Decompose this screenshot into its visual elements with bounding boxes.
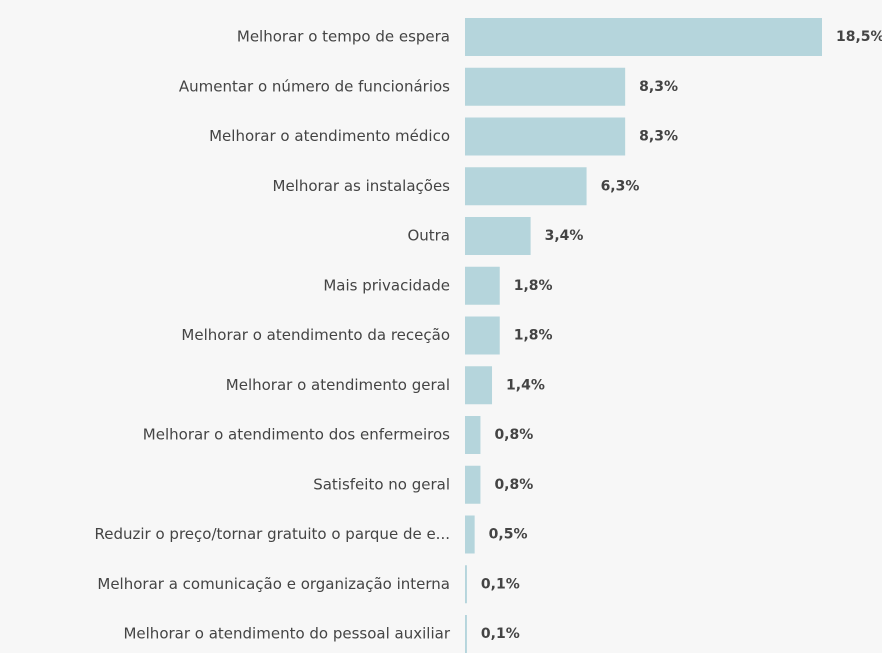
bar	[465, 465, 481, 504]
category-label: Outra	[407, 227, 450, 245]
category-label: Mais privacidade	[323, 276, 450, 294]
category-label: Reduzir o preço/tornar gratuito o parque…	[95, 525, 451, 543]
value-label: 0,8%	[494, 427, 533, 443]
bar	[465, 266, 500, 305]
value-label: 6,3%	[601, 178, 640, 194]
category-label: Melhorar as instalações	[273, 177, 451, 195]
value-label: 3,4%	[545, 228, 584, 244]
category-label: Melhorar o atendimento da receção	[181, 326, 450, 344]
value-label: 1,4%	[506, 377, 545, 393]
value-label: 1,8%	[514, 328, 553, 344]
bar	[465, 565, 467, 604]
category-label: Melhorar o tempo de espera	[237, 28, 450, 46]
bar	[465, 366, 493, 405]
category-label: Satisfeito no geral	[313, 475, 450, 493]
bar	[465, 316, 500, 355]
category-label: Melhorar o atendimento médico	[209, 127, 450, 145]
bar	[465, 167, 587, 206]
category-label: Melhorar o atendimento do pessoal auxili…	[123, 625, 450, 643]
value-label: 0,1%	[481, 576, 520, 592]
bar	[465, 67, 626, 106]
bar	[465, 217, 531, 255]
value-label: 18,5%	[836, 29, 882, 45]
value-label: 0,5%	[489, 527, 528, 543]
value-label: 1,8%	[514, 278, 553, 294]
value-label: 8,3%	[639, 79, 678, 95]
bar	[465, 515, 475, 554]
bar	[465, 117, 626, 156]
bar	[465, 18, 822, 56]
value-label: 8,3%	[639, 129, 678, 145]
value-label: 0,1%	[481, 626, 520, 642]
category-label: Melhorar o atendimento geral	[226, 376, 450, 394]
bar	[465, 615, 467, 653]
bar	[465, 416, 481, 454]
value-label: 0,8%	[494, 477, 533, 493]
category-label: Aumentar o número de funcionários	[179, 77, 450, 95]
category-label: Melhorar o atendimento dos enfermeiros	[143, 426, 450, 444]
category-label: Melhorar a comunicação e organização int…	[97, 575, 450, 593]
